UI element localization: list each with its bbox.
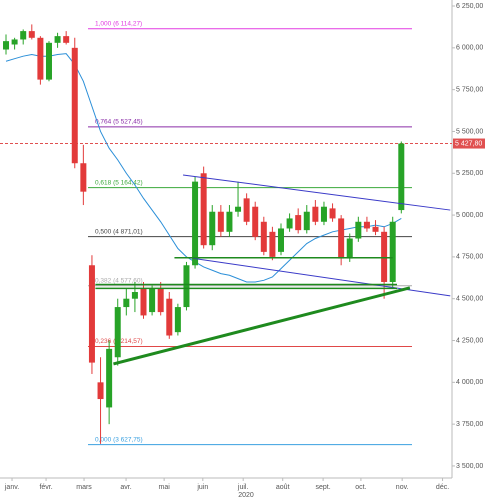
candle-body xyxy=(226,211,233,232)
x-tick-label: oct. xyxy=(355,484,366,491)
y-tick-label: 5 750,00 xyxy=(456,86,483,93)
candle-body xyxy=(217,211,224,232)
candle-body xyxy=(123,298,130,308)
y-tick-label: 3 750,00 xyxy=(456,421,483,428)
candle-body xyxy=(398,143,405,211)
candle-body xyxy=(106,348,113,408)
fib-label: 0,500 (4 871,01) xyxy=(95,228,143,235)
candle-body xyxy=(11,39,18,45)
candle-body xyxy=(338,218,345,259)
candle-body xyxy=(149,288,156,313)
candle-body xyxy=(166,298,173,336)
candle-body xyxy=(320,206,327,222)
candle-body xyxy=(45,42,52,80)
candle-body xyxy=(372,226,379,232)
x-tick-label: nov. xyxy=(396,484,409,491)
x-tick-label: avr. xyxy=(120,484,131,491)
candle-body xyxy=(3,41,10,50)
candle-body xyxy=(114,307,121,358)
y-tick-label: 6 250,00 xyxy=(456,3,483,10)
y-tick-label: 4 750,00 xyxy=(456,254,483,261)
candle-body xyxy=(37,37,44,80)
x-tick-label: sept. xyxy=(316,484,331,491)
candle-body xyxy=(260,221,267,252)
candle-body xyxy=(252,206,259,237)
candle-body xyxy=(183,265,190,308)
candle-body xyxy=(63,36,70,43)
y-tick-label: 4 000,00 xyxy=(456,379,483,386)
fib-label: 1,000 (6 114,27) xyxy=(95,20,142,27)
candle-body xyxy=(381,231,388,282)
price-label-box xyxy=(453,138,485,149)
candle-body xyxy=(269,231,276,257)
candle-body xyxy=(286,218,293,229)
candle-body xyxy=(174,307,181,333)
candle-body xyxy=(157,288,164,313)
fib-label: 0,618 (5 164,42) xyxy=(95,179,143,186)
y-tick-label: 5 250,00 xyxy=(456,170,483,177)
x-tick-label: déc. xyxy=(436,484,449,491)
x-tick-label: août xyxy=(276,484,290,491)
candle-body xyxy=(131,292,138,299)
candle-body xyxy=(277,228,284,252)
fib-label: 0,764 (5 527,45) xyxy=(95,119,143,126)
fib-label: 0,382 (4 577,60) xyxy=(95,277,143,284)
candle-body xyxy=(235,206,242,212)
candle-body xyxy=(20,31,27,40)
candle-body xyxy=(303,211,310,231)
candle-body xyxy=(312,206,319,222)
trend-line xyxy=(182,174,451,211)
candle-body xyxy=(389,221,396,282)
candle-body xyxy=(192,181,199,266)
candle-body xyxy=(97,382,104,400)
x-tick-label: févr. xyxy=(39,484,52,491)
candle-body xyxy=(54,36,61,43)
candle-body xyxy=(71,47,78,164)
trend-line xyxy=(113,286,411,366)
fib-label: 0,000 (3 627,75) xyxy=(95,436,143,443)
candle-body xyxy=(355,221,362,239)
candle-body xyxy=(200,173,207,246)
x-tick-label: juil. xyxy=(237,484,249,491)
y-tick-label: 4 500,00 xyxy=(456,296,483,303)
y-tick-label: 5 500,00 xyxy=(456,128,483,135)
trend-line xyxy=(189,257,451,297)
candle-body xyxy=(140,288,147,316)
price-label: 5 427,80 xyxy=(455,140,482,147)
candle-body xyxy=(295,215,302,231)
candle-body xyxy=(243,198,250,222)
x-tick-label: janv. xyxy=(4,484,19,491)
y-tick-label: 3 500,00 xyxy=(456,463,483,470)
x-tick-label: mars xyxy=(76,484,92,491)
y-tick-label: 6 000,00 xyxy=(456,45,483,52)
candle-body xyxy=(88,265,95,363)
candle-body xyxy=(80,163,87,192)
x-tick-label: juin xyxy=(196,484,208,491)
candle-body xyxy=(346,238,353,259)
x-axis-label: 2020 xyxy=(238,492,254,499)
y-tick-label: 5 000,00 xyxy=(456,212,483,219)
candle-body xyxy=(363,221,370,229)
y-tick-label: 4 250,00 xyxy=(456,337,483,344)
x-tick-label: mai xyxy=(158,484,170,491)
candle-body xyxy=(209,211,216,246)
candle-body xyxy=(329,208,336,219)
candle-body xyxy=(28,31,35,38)
